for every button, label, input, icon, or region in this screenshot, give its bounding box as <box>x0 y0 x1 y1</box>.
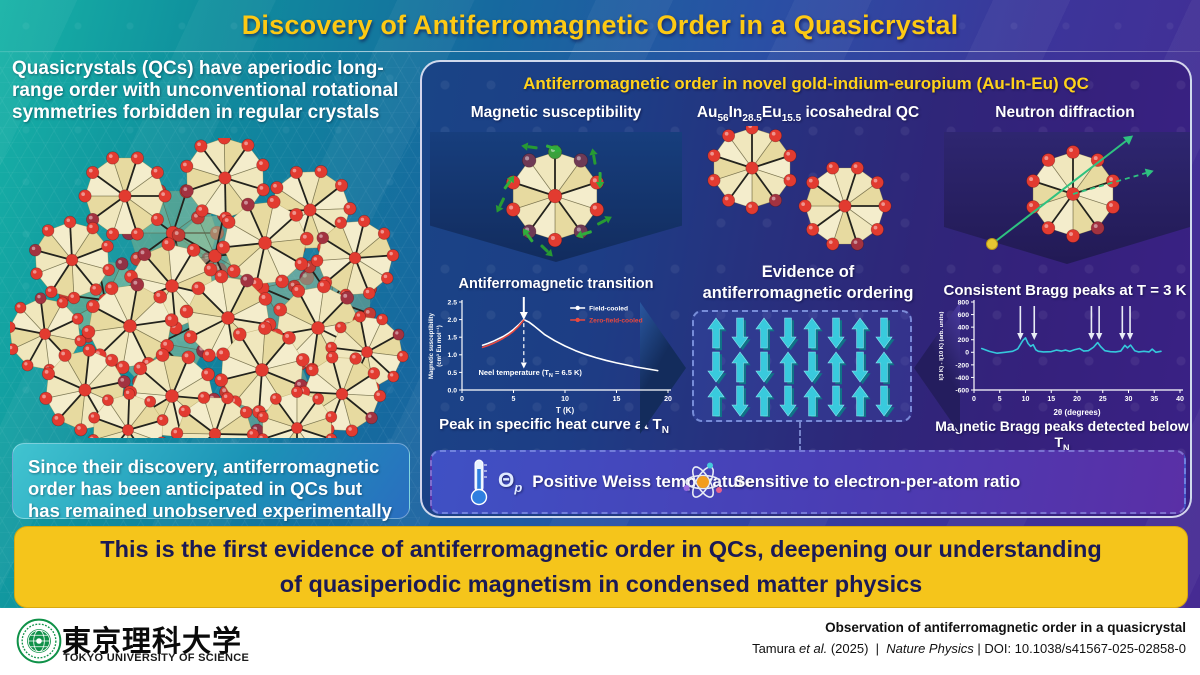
citation-block: Observation of antiferromagnetic order i… <box>752 620 1186 656</box>
transition-label: Antiferromagnetic transition <box>458 276 654 292</box>
atom-icon <box>683 462 722 498</box>
icosahedral-clusters-icon <box>707 126 892 251</box>
page-title: Discovery of Antiferromagnetic Order in … <box>241 10 959 40</box>
col3-title: Neutron diffraction <box>995 104 1135 121</box>
svg-text:600: 600 <box>958 312 970 319</box>
svg-text:-600: -600 <box>955 387 969 394</box>
svg-text:0.0: 0.0 <box>448 387 458 394</box>
weiss-symbol: Θp <box>498 468 523 496</box>
electron-ratio-label: Sensitive to electron-per-atom ratio <box>734 472 1021 491</box>
citation-line: Tamura et al. (2025) | Nature Physics | … <box>752 641 1186 656</box>
paper-title: Observation of antiferromagnetic order i… <box>825 620 1186 635</box>
neutron-diffraction-chart: 0 5 10 15 20 25 30 35 40 -600 -400 -200 0 200 400 600 80… <box>939 299 1184 417</box>
svg-text:0: 0 <box>972 396 976 403</box>
svg-text:800: 800 <box>958 299 970 306</box>
conclusion-banner: This is the first evidence of antiferrom… <box>14 526 1188 608</box>
svg-text:(cm³ Eu mol⁻¹): (cm³ Eu mol⁻¹) <box>436 325 443 367</box>
svg-text:5: 5 <box>512 396 516 403</box>
title-separator <box>0 51 1200 52</box>
svg-text:200: 200 <box>958 337 970 344</box>
svg-text:-200: -200 <box>955 362 969 369</box>
svg-text:0: 0 <box>965 350 969 357</box>
svg-text:15: 15 <box>613 396 621 403</box>
svg-text:35: 35 <box>1150 396 1158 403</box>
neutron-beam-cluster-icon <box>986 135 1154 250</box>
evidence-label: Evidence of antiferromagnetic ordering <box>702 263 914 302</box>
bragg-label: Consistent Bragg peaks at T = 3 K <box>943 282 1187 299</box>
col1-caption: Peak in specific heat curve at TN <box>439 416 669 436</box>
svg-text:10: 10 <box>1022 396 1030 403</box>
history-box-text: Since their discovery, antiferromagnetic… <box>28 456 392 521</box>
svg-text:T (K): T (K) <box>556 406 575 415</box>
col1-title: Magnetic susceptibility <box>470 104 642 121</box>
svg-text:2θ (degrees): 2θ (degrees) <box>1053 408 1100 417</box>
quasicrystal-illustration <box>10 138 409 438</box>
magnetic-cluster-icon <box>495 142 612 257</box>
svg-text:Neel temperature (TN = 6.5 K): Neel temperature (TN = 6.5 K) <box>478 368 582 379</box>
svg-text:40: 40 <box>1176 396 1184 403</box>
svg-text:15: 15 <box>1047 396 1055 403</box>
electron-ratio-item: Sensitive to electron-per-atom ratio <box>680 452 1020 512</box>
svg-text:30: 30 <box>1125 396 1133 403</box>
svg-text:1.0: 1.0 <box>448 352 458 359</box>
svg-text:25: 25 <box>1099 396 1107 403</box>
svg-text:0.5: 0.5 <box>448 370 458 377</box>
svg-text:20: 20 <box>1073 396 1081 403</box>
thermometer-icon <box>470 459 488 506</box>
svg-text:Magnetic susceptibility: Magnetic susceptibility <box>429 312 435 379</box>
university-name-kanji: 東京理科大学 <box>62 624 243 658</box>
susceptibility-chart: 0 5 10 15 20 0.0 0.5 1.0 1.5 2.0 2.5 T (K) Magnetic … <box>429 297 672 415</box>
svg-text:-400: -400 <box>955 375 969 382</box>
svg-text:5: 5 <box>998 396 1002 403</box>
panel-header: Antiferromagnetic order in novel gold-in… <box>523 74 1089 93</box>
university-logo-icon <box>16 618 62 664</box>
svg-text:400: 400 <box>958 325 970 332</box>
svg-text:1.5: 1.5 <box>448 335 458 342</box>
university-name-en: TOKYO UNIVERSITY OF SCIENCE <box>63 652 250 664</box>
col3-caption: Magnetic Bragg peaks detected below TN <box>935 418 1189 453</box>
svg-text:20: 20 <box>664 396 672 403</box>
spin-ordering-box <box>692 310 912 422</box>
antiparallel-spins-icon <box>707 317 895 417</box>
svg-text:0: 0 <box>460 396 464 403</box>
conclusion-text: This is the first evidence of antiferrom… <box>100 535 1102 597</box>
footer: 東京理科大学 TOKYO UNIVERSITY OF SCIENCE Obser… <box>0 608 1200 675</box>
results-panel: Antiferromagnetic order in novel gold-in… <box>420 60 1192 518</box>
key-findings-bar: Θp Positive Weiss temperature Sensitive … <box>430 450 1186 514</box>
svg-text:10: 10 <box>561 396 569 403</box>
intro-text: Quasicrystals (QCs) have aperiodic long-… <box>12 58 399 124</box>
svg-text:I(3 K) - I(10 K) (arb. units): I(3 K) - I(10 K) (arb. units) <box>939 311 945 380</box>
col2-title-formula: Au56In28.5Eu15.5 icosahedral QC <box>696 104 920 125</box>
dashed-connector <box>799 422 801 452</box>
history-box: Since their discovery, antiferromagnetic… <box>12 443 410 521</box>
svg-text:2.0: 2.0 <box>448 317 458 324</box>
svg-text:2.5: 2.5 <box>448 299 458 306</box>
svg-text:Field-cooled: Field-cooled <box>589 305 628 312</box>
svg-text:Zero-field-cooled: Zero-field-cooled <box>589 317 642 324</box>
